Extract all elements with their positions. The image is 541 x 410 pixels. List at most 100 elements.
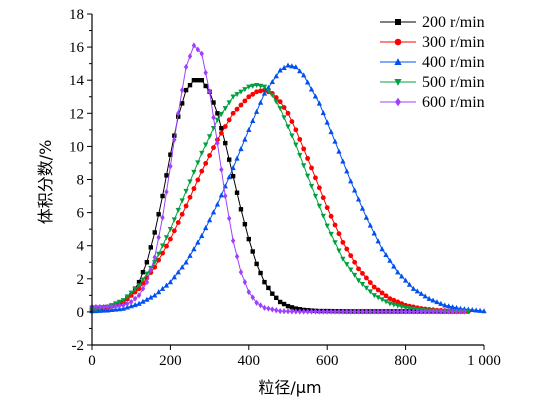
data-point <box>156 234 161 241</box>
data-point <box>274 295 279 301</box>
y-tick-label: 8 <box>77 173 85 189</box>
data-point <box>316 203 322 209</box>
data-point <box>183 63 189 71</box>
data-point <box>257 99 264 105</box>
data-point <box>195 46 201 53</box>
data-point <box>226 100 232 106</box>
data-point <box>211 114 216 121</box>
data-point <box>304 79 311 85</box>
data-point <box>257 83 264 89</box>
data-point <box>183 203 189 209</box>
data-point <box>289 305 295 310</box>
data-point <box>101 303 106 311</box>
data-point <box>132 286 138 293</box>
data-point <box>262 304 267 311</box>
data-point <box>328 213 334 219</box>
data-point <box>465 309 471 315</box>
data-point <box>415 308 420 315</box>
data-point <box>324 119 330 125</box>
data-point <box>136 292 142 299</box>
data-point <box>265 84 272 90</box>
data-point <box>364 308 369 315</box>
data-point <box>356 308 361 315</box>
data-point <box>167 236 173 242</box>
data-point <box>305 308 310 315</box>
data-point <box>215 111 220 116</box>
data-point <box>246 126 252 133</box>
data-point <box>163 282 170 288</box>
data-point <box>258 302 263 309</box>
data-point <box>324 205 330 211</box>
data-point <box>211 145 216 151</box>
data-point <box>434 308 440 315</box>
data-point <box>203 160 209 166</box>
data-point <box>285 110 291 116</box>
data-point <box>140 277 146 283</box>
data-point <box>250 249 255 254</box>
data-point <box>367 289 373 295</box>
data-point <box>266 305 271 312</box>
data-point <box>129 298 134 306</box>
data-point <box>418 290 424 296</box>
data-point <box>207 153 213 158</box>
data-point <box>383 308 389 315</box>
data-point <box>176 110 181 117</box>
data-point <box>285 303 291 309</box>
data-point <box>317 308 322 315</box>
data-point <box>383 293 389 299</box>
data-point <box>367 280 373 285</box>
data-point <box>410 285 417 291</box>
data-point <box>481 308 487 314</box>
data-point <box>305 155 311 161</box>
data-point <box>222 124 228 129</box>
data-point <box>328 129 334 135</box>
data-point <box>395 19 401 25</box>
data-point <box>195 239 201 245</box>
data-point <box>387 296 393 302</box>
data-point <box>152 292 158 298</box>
data-point <box>352 187 358 193</box>
data-point <box>140 298 146 304</box>
series <box>89 42 467 315</box>
data-point <box>402 305 409 311</box>
data-point <box>187 53 193 60</box>
data-point <box>168 152 173 157</box>
data-point <box>277 67 283 73</box>
y-tick-label: 6 <box>77 206 85 222</box>
data-point <box>394 58 402 65</box>
data-point <box>348 267 354 273</box>
data-point <box>254 299 259 306</box>
data-point <box>187 194 193 200</box>
data-point <box>199 168 205 174</box>
data-point <box>125 300 130 307</box>
y-tick-label: 12 <box>69 106 84 122</box>
data-point <box>230 237 236 244</box>
data-point <box>399 304 405 310</box>
data-point <box>281 308 287 315</box>
data-point <box>203 83 208 89</box>
data-point <box>199 150 205 156</box>
data-point <box>363 285 370 291</box>
data-point <box>309 308 314 315</box>
data-point <box>281 301 287 307</box>
data-point <box>223 140 228 146</box>
series <box>89 87 471 314</box>
data-point <box>156 212 161 217</box>
data-point <box>375 238 381 244</box>
data-point <box>320 213 326 219</box>
data-point <box>226 174 232 180</box>
data-point <box>144 279 150 286</box>
data-point <box>469 306 475 313</box>
data-point <box>171 217 177 223</box>
data-point <box>289 133 295 139</box>
data-point <box>211 100 216 105</box>
legend: 200 r/min 300 r/min 400 r/min 500 r/min 600 … <box>380 14 485 111</box>
data-point <box>105 303 110 311</box>
data-point <box>402 277 409 283</box>
legend-item: 200 r/min <box>380 14 485 31</box>
data-point <box>281 115 287 121</box>
data-point <box>423 308 428 315</box>
data-point <box>175 269 181 275</box>
data-point <box>407 308 412 315</box>
